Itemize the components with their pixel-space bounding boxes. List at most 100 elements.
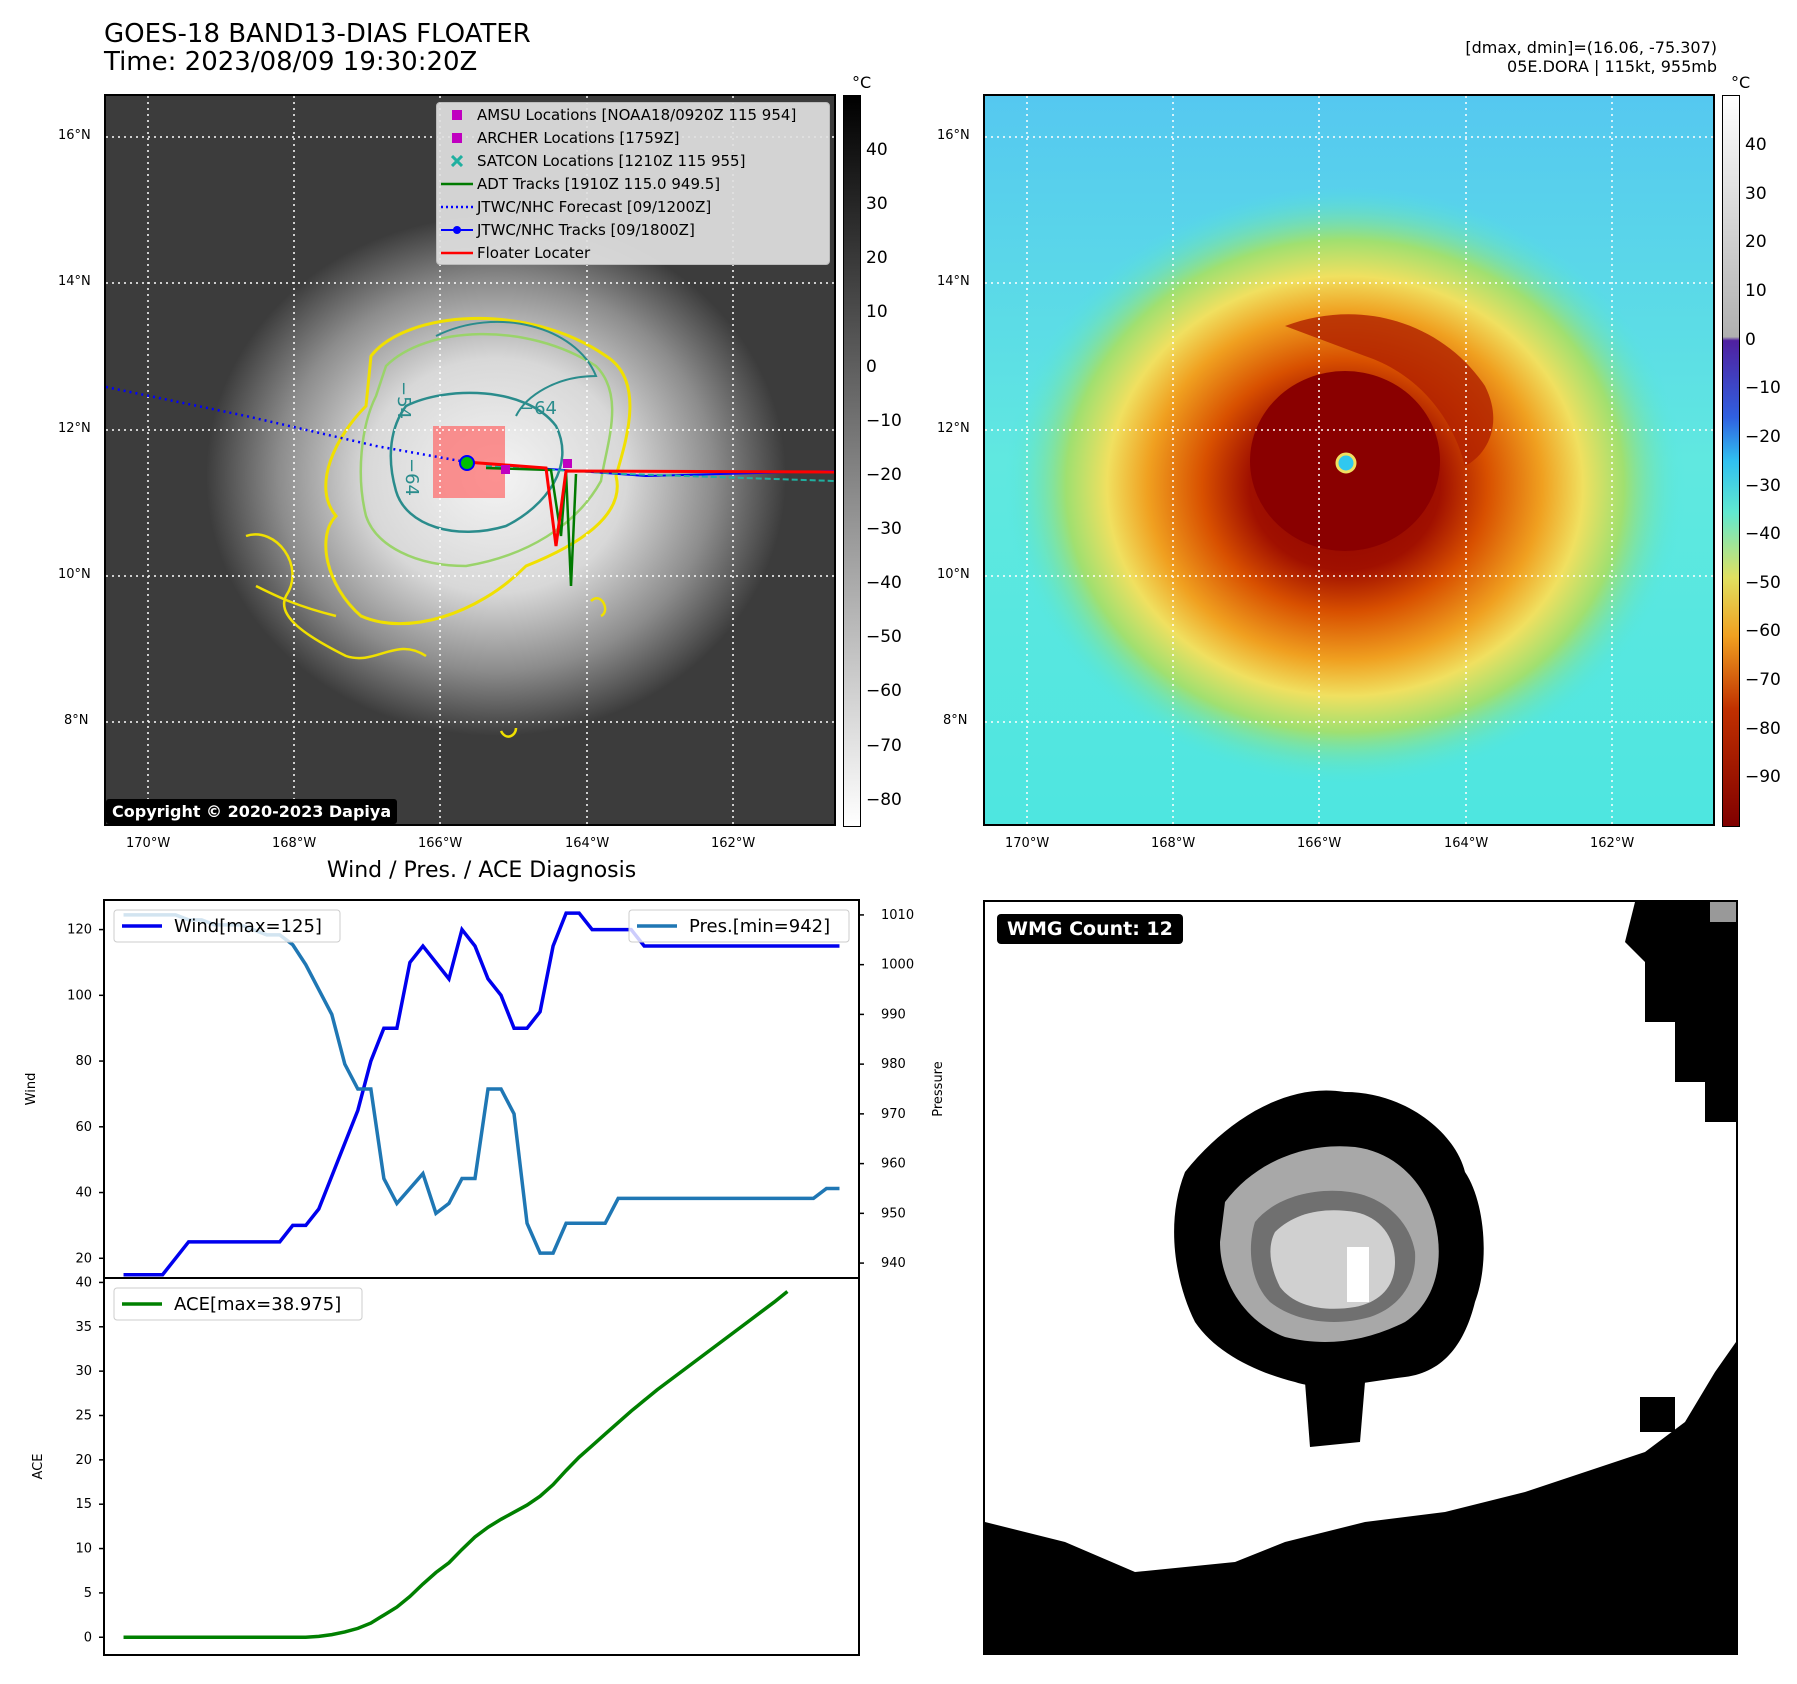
- ir-cbar-tick: −50: [866, 627, 902, 647]
- color-cbar-tick: 40: [1745, 135, 1767, 155]
- ir-lat-14: 14°N: [58, 274, 91, 289]
- color-enhanced-map-panel: [983, 94, 1715, 826]
- legend-label-satcon: SATCON Locations [1210Z 115 955]: [477, 151, 746, 170]
- ir-cbar-tick: −30: [866, 519, 902, 539]
- legend-row-jtwc: JTWC/NHC Tracks [09/1800Z]: [437, 218, 829, 241]
- line-dot-icon: [437, 225, 477, 235]
- ace-plot-frame: [103, 1277, 860, 1656]
- amsu-marker: [501, 465, 510, 474]
- ace-ytick-label: 20: [75, 1453, 92, 1468]
- pressure-ytick-label: 1010: [881, 908, 914, 923]
- pressure-ytick-label: 970: [881, 1107, 906, 1122]
- legend-row-amsu: AMSU Locations [NOAA18/0920Z 115 954]: [437, 103, 829, 126]
- wind-ytick-label: 80: [75, 1054, 92, 1069]
- col-lat-10: 10°N: [937, 567, 970, 582]
- pressure-ytick-label: 950: [881, 1206, 906, 1221]
- color-cbar-tick: −30: [1745, 476, 1781, 496]
- ace-ytick-label: 35: [75, 1320, 92, 1335]
- ir-cbar-tick: −10: [866, 411, 902, 431]
- figure-time: Time: 2023/08/09 19:30:20Z: [104, 47, 478, 77]
- color-cbar-tick: −10: [1745, 378, 1781, 398]
- figure-title-block: GOES-18 BAND13-DIAS FLOATER Time: 2023/0…: [104, 20, 531, 76]
- color-cbar-tick: −70: [1745, 670, 1781, 690]
- legend-row-floater: Floater Locater: [437, 241, 829, 264]
- ir-lon-164: 164°W: [565, 836, 610, 851]
- diagnosis-charts-svg: 1201008060402010101000990980970960950940…: [24, 899, 946, 1656]
- contour-yellow-outer: [324, 316, 632, 626]
- copyright-badge: Copyright © 2020-2023 Dapiya: [106, 799, 398, 824]
- ace-ytick-label: 25: [75, 1408, 92, 1423]
- ir-cbar-tick: 10: [866, 302, 888, 322]
- ace-ytick-label: 0: [84, 1630, 92, 1645]
- legend-label-floater: Floater Locater: [477, 243, 591, 262]
- legend-row-satcon: SATCON Locations [1210Z 115 955]: [437, 149, 829, 172]
- ir-lat-16: 16°N: [58, 128, 91, 143]
- color-cbar-tick: 20: [1745, 232, 1767, 252]
- square-marker-icon: [437, 132, 477, 143]
- ace-ytick-label: 15: [75, 1497, 92, 1512]
- dmax-dmin-text: [dmax, dmin]=(16.06, -75.307): [1465, 38, 1717, 57]
- contour-teal-outer: [435, 320, 598, 417]
- wind-ytick-label: 60: [75, 1120, 92, 1135]
- ace-ytick-label: 10: [75, 1542, 92, 1557]
- contour-teal-inner: [389, 391, 564, 534]
- color-cbar-tick: −80: [1745, 719, 1781, 739]
- ir-cbar-tick: −80: [866, 790, 902, 810]
- ir-colorbar: [843, 95, 861, 827]
- storm-summary-text: 05E.DORA | 115kt, 955mb: [1507, 57, 1717, 76]
- pressure-ytick-label: 960: [881, 1157, 906, 1172]
- ir-cbar-tick: −40: [866, 573, 902, 593]
- col-lon-170: 170°W: [1005, 836, 1050, 851]
- ir-map-panel: −54 −64 −64 AMSU Locations [NOAA18/0920Z…: [104, 94, 836, 826]
- wind-ytick-label: 40: [75, 1186, 92, 1201]
- wind-ytick-label: 100: [67, 988, 92, 1003]
- ir-cbar-tick: −20: [866, 465, 902, 485]
- col-lon-166: 166°W: [1297, 836, 1342, 851]
- legend-row-forecast: JTWC/NHC Forecast [09/1200Z]: [437, 195, 829, 218]
- color-cbar-tick: −90: [1745, 767, 1781, 787]
- legend-row-archer: ARCHER Locations [1759Z]: [437, 126, 829, 149]
- ir-cbar-tick: 40: [866, 140, 888, 160]
- x-marker-icon: [437, 154, 477, 167]
- color-cbar-tick: −60: [1745, 621, 1781, 641]
- pressure-legend-box: [628, 909, 850, 943]
- col-lon-168: 168°W: [1151, 836, 1196, 851]
- color-cbar-tick: 30: [1745, 184, 1767, 204]
- ir-lon-170: 170°W: [126, 836, 171, 851]
- color-map-gridlines: [985, 96, 1713, 824]
- wmg-svg: [985, 902, 1736, 1653]
- wmg-count-badge: WMG Count: 12: [997, 914, 1183, 944]
- ace-legend-box: [113, 1287, 363, 1321]
- ace-series-line: [123, 1290, 789, 1640]
- ir-map-legend: AMSU Locations [NOAA18/0920Z 115 954] AR…: [436, 102, 830, 265]
- adt-track-line: [485, 466, 578, 587]
- color-cbar-tick: −20: [1745, 427, 1781, 447]
- col-lon-164: 164°W: [1444, 836, 1489, 851]
- legend-label-amsu: AMSU Locations [NOAA18/0920Z 115 954]: [477, 105, 797, 124]
- color-cbar-tick: −40: [1745, 524, 1781, 544]
- wmg-black-top-right: [1625, 902, 1736, 1122]
- color-colorbar: [1722, 95, 1740, 827]
- ace-legend-label: ACE[max=38.975]: [174, 1294, 341, 1315]
- color-map-svg: [985, 96, 1713, 824]
- wmg-panel: WMG Count: 12: [983, 900, 1738, 1655]
- legend-label-jtwc: JTWC/NHC Tracks [09/1800Z]: [477, 220, 695, 239]
- diagnosis-chart-title: Wind / Pres. / ACE Diagnosis: [326, 858, 637, 883]
- col-lat-16: 16°N: [937, 128, 970, 143]
- floater-track-line: [465, 460, 834, 547]
- wind-ytick-label: 120: [67, 923, 92, 938]
- pressure-ytick-label: 940: [881, 1256, 906, 1271]
- figure-title: GOES-18 BAND13-DIAS FLOATER: [104, 19, 531, 49]
- wmg-black-bottom: [985, 1342, 1736, 1653]
- ir-cbar-tick: 20: [866, 248, 888, 268]
- color-map-eye: [1335, 452, 1357, 474]
- contour-label-3: −64: [519, 398, 557, 419]
- pressure-ytick-label: 1000: [881, 958, 914, 973]
- wind-ytick-label: 20: [75, 1251, 92, 1266]
- wmg-eye-bright: [1347, 1247, 1369, 1302]
- legend-label-forecast: JTWC/NHC Forecast [09/1200Z]: [477, 197, 712, 216]
- color-cbar-tick: 0: [1745, 330, 1756, 350]
- ace-ytick-label: 40: [75, 1275, 92, 1290]
- ace-axis-label: ACE: [31, 1454, 46, 1480]
- color-cbar-tick: −50: [1745, 573, 1781, 593]
